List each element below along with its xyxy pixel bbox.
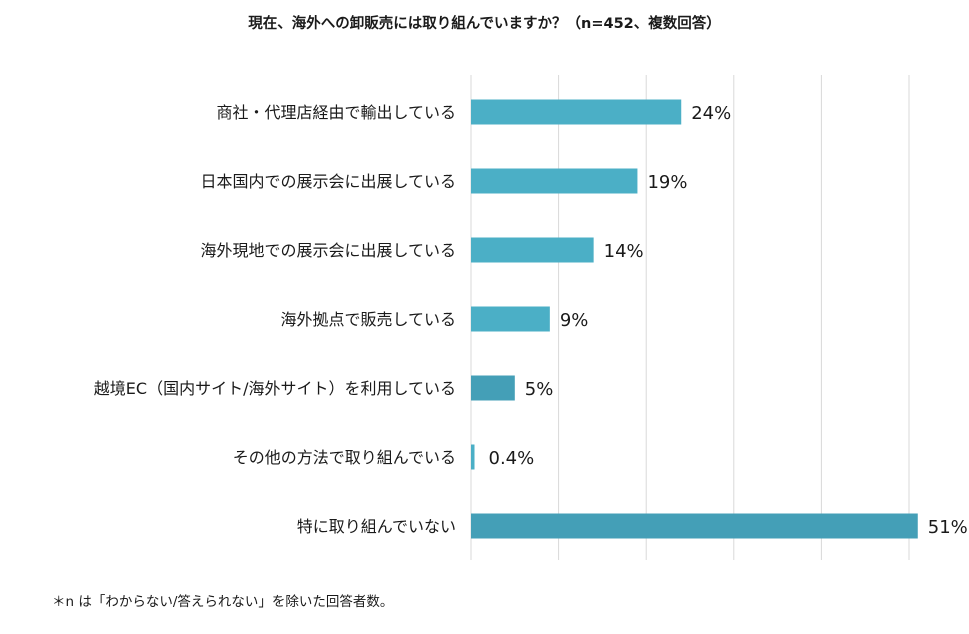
category-label: その他の方法で取り組んでいる xyxy=(233,448,456,467)
bar-group xyxy=(471,99,918,539)
value-label: 51% xyxy=(928,517,968,538)
value-label: 24% xyxy=(691,103,731,124)
bar xyxy=(471,99,682,125)
category-label: 特に取り組んでいない xyxy=(297,517,456,536)
category-labels: 商社・代理店経由で輸出している日本国内での展示会に出展している海外現地での展示会… xyxy=(94,103,456,536)
category-label: 海外現地での展示会に出展している xyxy=(200,241,456,260)
bar xyxy=(471,444,475,470)
value-label: 9% xyxy=(560,310,589,331)
category-label: 商社・代理店経由で輸出している xyxy=(216,103,456,122)
bar xyxy=(471,168,638,194)
value-labels: 24% 19% 14% 9% 5% 0.4% 51% xyxy=(489,103,968,538)
value-label: 0.4% xyxy=(489,448,535,469)
bar xyxy=(471,237,594,263)
value-label: 19% xyxy=(647,172,687,193)
bar xyxy=(471,306,550,332)
footnote: ＊n は「わからない/答えられない」を除いた回答者数。 xyxy=(52,594,394,610)
chart-title: 現在、海外への卸販売には取り組んでいますか？（n=452、複数回答） xyxy=(248,16,721,32)
category-label: 海外拠点で販売している xyxy=(280,310,456,329)
bar xyxy=(471,513,918,539)
category-label: 日本国内での展示会に出展している xyxy=(200,172,456,191)
value-label: 14% xyxy=(604,241,644,262)
value-label: 5% xyxy=(525,379,554,400)
bar xyxy=(471,375,515,401)
category-label: 越境EC（国内サイト/海外サイト）を利用している xyxy=(94,379,456,398)
